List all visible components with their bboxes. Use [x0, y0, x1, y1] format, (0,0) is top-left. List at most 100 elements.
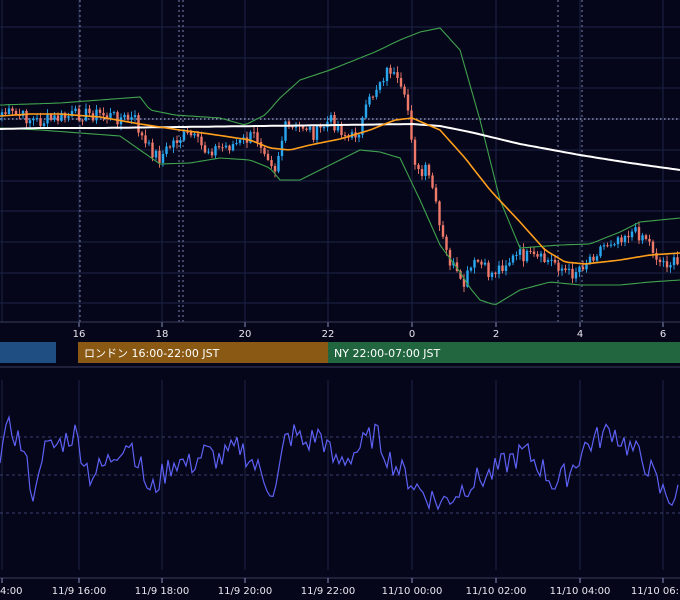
candle-body: [613, 244, 616, 246]
candle-body: [371, 96, 375, 98]
datetime-tick-label: 11/9 20:00: [218, 586, 272, 597]
candle-body: [445, 236, 448, 250]
candle-body: [392, 72, 396, 74]
time-axis-hours: 16 18 20 22 0 2 4 6: [0, 321, 680, 340]
candle-body: [74, 108, 77, 112]
datetime-tick-label: 4:00: [0, 586, 22, 597]
candle-body: [536, 254, 539, 257]
candle-body: [438, 201, 441, 226]
candle-body: [592, 256, 595, 261]
candle-body: [557, 262, 560, 271]
candle-body: [641, 235, 644, 241]
candle-body: [214, 146, 217, 156]
candle-body: [172, 140, 175, 148]
candle-body: [305, 128, 308, 130]
hour-tick-label: 22: [322, 329, 335, 340]
candle-body: [35, 118, 39, 120]
candle-body: [655, 252, 658, 260]
candle-body: [658, 259, 662, 263]
candle-body: [434, 187, 438, 202]
datetime-tick-label: 11/9 22:00: [301, 586, 355, 597]
candle-body: [231, 144, 235, 151]
candle-body: [126, 114, 130, 120]
candle-body: [84, 108, 88, 121]
candle-body: [165, 146, 168, 154]
candle-body: [651, 241, 655, 253]
candle-body: [424, 164, 427, 176]
candle-body: [399, 78, 403, 87]
candle-body: [340, 125, 343, 136]
candle-body: [539, 253, 543, 257]
candle-body: [515, 254, 518, 256]
hour-tick-label: 4: [577, 329, 583, 340]
candle-body: [644, 235, 648, 239]
candle-body: [602, 245, 606, 247]
candle-body: [466, 270, 469, 287]
candle-body: [112, 112, 116, 114]
candle-body: [403, 86, 406, 95]
candle-body: [504, 265, 508, 272]
candle-body: [546, 260, 550, 263]
candle-body: [266, 153, 270, 160]
candle-body: [389, 67, 392, 74]
candle-body: [53, 115, 56, 120]
candle-body: [595, 256, 599, 261]
candle-body: [56, 115, 60, 121]
bollinger-lower-band: [0, 127, 680, 305]
candle-body: [441, 225, 445, 237]
candle-body: [315, 126, 319, 140]
candle-body: [25, 110, 28, 124]
candle-body: [210, 151, 214, 156]
candle-body: [221, 147, 224, 149]
candle-body: [417, 164, 420, 170]
candle-body: [263, 147, 266, 154]
candle-body: [385, 67, 389, 81]
candle-body: [308, 126, 312, 130]
candle-body: [364, 104, 368, 118]
candle-body: [368, 96, 371, 105]
candle-body: [98, 109, 102, 113]
candle-body: [270, 159, 273, 167]
moving-average-slow-line: [0, 122, 680, 171]
candle-body: [235, 143, 238, 145]
moving-average-fast-line: [0, 113, 680, 265]
candle-body: [256, 132, 259, 142]
candle-body: [378, 82, 382, 90]
candle-body: [67, 116, 70, 118]
oscillator-grid-vertical: [1, 380, 664, 570]
candle-body: [518, 249, 522, 255]
candle-body: [252, 132, 256, 134]
candle-body: [616, 237, 620, 245]
candle-body: [343, 135, 347, 137]
candle-body: [46, 114, 49, 124]
candle-body: [382, 80, 385, 83]
candle-body: [249, 132, 252, 143]
candle-body: [49, 114, 53, 120]
candle-body: [193, 133, 196, 136]
candle-body: [609, 244, 613, 246]
candle-body: [200, 136, 203, 146]
candle-body: [483, 262, 487, 265]
candle-body: [564, 268, 567, 271]
candle-body: [42, 123, 46, 126]
price-panel: [0, 0, 680, 322]
oscillator-line: [0, 414, 679, 511]
candle-body: [623, 235, 627, 243]
candle-body: [420, 169, 424, 176]
candle-body: [175, 140, 179, 143]
candle-body: [560, 268, 564, 271]
candle-body: [186, 131, 189, 133]
candle-body: [0, 112, 4, 116]
candle-body: [581, 266, 585, 270]
candle-body: [60, 112, 63, 121]
candle-body: [669, 265, 672, 268]
candle-body: [361, 117, 364, 135]
hour-tick-label: 16: [73, 329, 86, 340]
candle-body: [203, 145, 207, 153]
session-segment: [328, 342, 680, 363]
candle-body: [280, 140, 284, 156]
candle-body: [494, 272, 497, 274]
candle-body: [301, 126, 305, 129]
hour-tick-label: 6: [660, 329, 666, 340]
